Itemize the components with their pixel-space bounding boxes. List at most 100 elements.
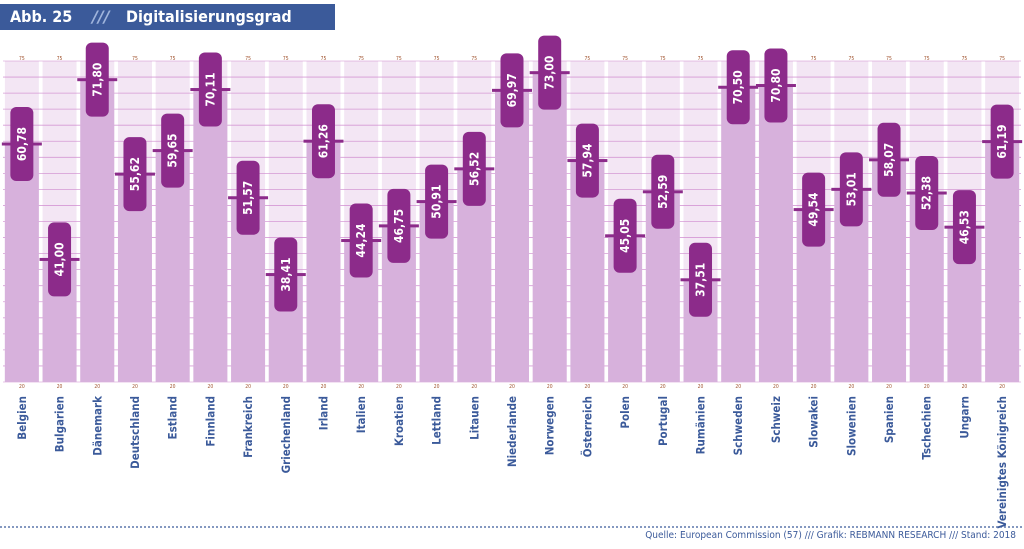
category-label: Vereinigtes Königreich <box>995 396 1009 529</box>
value-label-pill <box>802 172 826 247</box>
tick-label-bottom: 20 <box>999 384 1005 390</box>
chart-subtitle: (DESI-Index) <box>126 29 205 45</box>
value-label-pill <box>764 48 788 123</box>
category-label: Bulgarien <box>53 396 67 452</box>
category-label: Estland <box>166 396 180 439</box>
value-label-pill <box>575 123 599 198</box>
tick-label-bottom: 20 <box>132 384 138 390</box>
tick-label-bottom: 20 <box>660 384 666 390</box>
tick-label-bottom: 20 <box>698 384 704 390</box>
tick-label-top: 75 <box>924 56 930 62</box>
value-label: 41,00 <box>53 242 67 276</box>
value-label-pill <box>123 137 147 212</box>
value-label: 53,01 <box>844 172 858 206</box>
category-label: Lettland <box>430 396 444 445</box>
tick-label-top: 75 <box>245 56 251 62</box>
tick-label-bottom: 20 <box>886 384 892 390</box>
tick-label-bottom: 20 <box>924 384 930 390</box>
tick-label-bottom: 20 <box>283 384 289 390</box>
tick-label-top: 75 <box>848 56 854 62</box>
bar <box>721 87 756 382</box>
tick-label-top: 75 <box>396 56 402 62</box>
value-label-pill <box>236 160 260 235</box>
value-label: 70,50 <box>731 70 745 104</box>
value-label-pill <box>500 53 524 128</box>
tick-label-top: 75 <box>57 56 63 62</box>
bar <box>4 143 39 382</box>
value-label: 45,05 <box>618 219 632 253</box>
value-label-pill <box>10 106 34 181</box>
value-label: 46,75 <box>392 209 406 243</box>
value-label: 70,11 <box>203 72 217 106</box>
category-label: Tschechien <box>920 396 934 460</box>
tick-label-top: 75 <box>132 56 138 62</box>
value-label-pill <box>462 131 486 206</box>
category-label: Schweden <box>731 396 745 455</box>
value-label: 46,53 <box>957 210 971 244</box>
tick-label-top: 75 <box>170 56 176 62</box>
value-label: 60,78 <box>15 127 29 161</box>
value-label-pill <box>311 104 335 179</box>
tick-label-top: 75 <box>886 56 892 62</box>
value-label-pill <box>839 152 863 227</box>
value-label-pill <box>952 190 976 265</box>
value-label-pill <box>85 42 109 117</box>
tick-label-bottom: 20 <box>358 384 364 390</box>
tick-label-top: 75 <box>999 56 1005 62</box>
category-label: Slowakei <box>807 396 821 448</box>
value-label-pill <box>48 222 72 297</box>
tick-label-bottom: 20 <box>321 384 327 390</box>
value-label-pill <box>387 188 411 263</box>
tick-label-bottom: 20 <box>170 384 176 390</box>
tick-label-top: 75 <box>622 56 628 62</box>
category-label: Spanien <box>882 396 896 443</box>
tick-label-bottom: 20 <box>396 384 402 390</box>
tick-label-bottom: 20 <box>547 384 553 390</box>
tick-label-bottom: 20 <box>622 384 628 390</box>
header-separator: /// <box>92 7 110 26</box>
bar <box>758 85 793 382</box>
category-label: Kroatien <box>392 396 406 446</box>
value-label-pill <box>425 164 449 239</box>
value-label-pill <box>689 242 713 317</box>
tick-label-top: 75 <box>962 56 968 62</box>
tick-label-top: 75 <box>471 56 477 62</box>
value-label: 57,94 <box>580 143 594 178</box>
tick-label-top: 75 <box>585 56 591 62</box>
category-label: Irland <box>316 396 330 430</box>
value-label: 49,54 <box>807 192 821 227</box>
value-label: 52,59 <box>656 175 670 209</box>
value-label: 70,80 <box>769 68 783 102</box>
category-label: Schweiz <box>769 396 783 443</box>
category-label: Österreich <box>579 396 594 457</box>
tick-label-top: 75 <box>698 56 704 62</box>
figure-header: Abb. 25 /// Digitalisierungsgrad (DESI-I… <box>0 4 335 45</box>
category-label: Rumänien <box>694 396 708 454</box>
category-label: Finnland <box>203 396 217 447</box>
tick-label-bottom: 20 <box>585 384 591 390</box>
value-label-pill <box>990 104 1014 179</box>
value-label-pill <box>161 113 185 188</box>
bar <box>193 89 228 382</box>
tick-label-bottom: 20 <box>434 384 440 390</box>
bar <box>872 159 907 382</box>
category-label: Portugal <box>656 396 670 446</box>
value-label-pill <box>651 154 675 229</box>
category-label: Italien <box>354 396 368 433</box>
figure-number: Abb. 25 <box>10 7 73 26</box>
category-label: Polen <box>618 396 632 429</box>
value-label: 59,65 <box>166 134 180 168</box>
tick-label-top: 75 <box>321 56 327 62</box>
value-label: 56,52 <box>467 152 481 186</box>
bar <box>306 141 341 382</box>
category-label: Niederlande <box>505 396 519 467</box>
tick-label-bottom: 20 <box>811 384 817 390</box>
tick-label-bottom: 20 <box>509 384 515 390</box>
tick-label-bottom: 20 <box>848 384 854 390</box>
category-label: Norwegen <box>543 396 557 455</box>
value-label-pill <box>538 35 562 110</box>
tick-label-top: 75 <box>358 56 364 62</box>
value-label: 71,80 <box>90 63 104 97</box>
tick-label-top: 75 <box>811 56 817 62</box>
